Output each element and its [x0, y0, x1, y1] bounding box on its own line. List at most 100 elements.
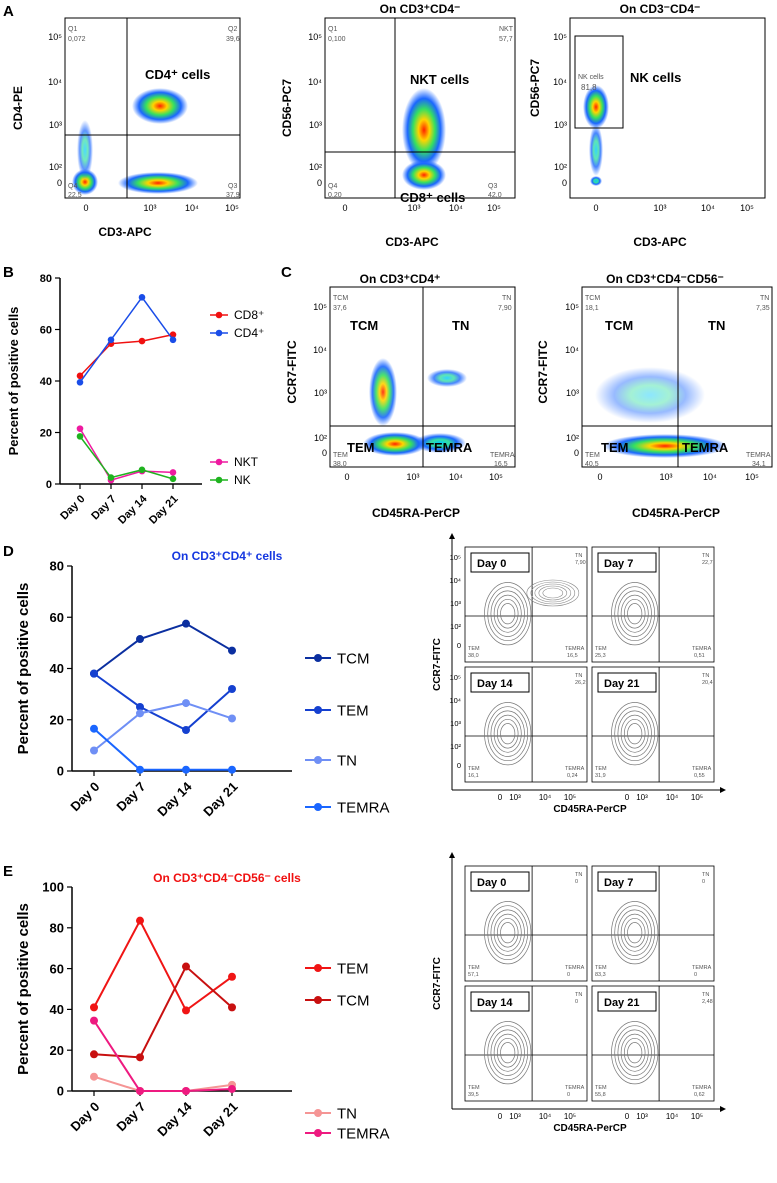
quad-name-bl: Q4: [328, 183, 337, 190]
data-point: [136, 709, 144, 718]
x-tick: 10⁴: [701, 203, 715, 213]
quad-value-tem: 55,8: [595, 1092, 606, 1098]
y-tick: 10²: [554, 162, 567, 172]
y-tick: 10⁴: [48, 77, 62, 87]
x-tick: 10⁵: [740, 203, 754, 213]
quad-name-tn: TN: [702, 673, 709, 679]
quad-value-temra: 0: [567, 1092, 570, 1098]
panel-a-plot-3: On CD3⁻CD4⁻ NK cells 81,8 NK cells 10⁵ 1…: [528, 2, 766, 249]
legend-label: CD8⁺: [234, 308, 264, 322]
panel-letter-b: B: [3, 264, 14, 281]
subset-label-tn: TN: [452, 318, 469, 333]
x-tick-label: 10⁵: [691, 793, 703, 802]
x-tick-label: 0: [625, 1112, 630, 1121]
day-label: Day 21: [604, 678, 639, 690]
contour-ring: [500, 922, 516, 944]
quad-name-br: Q3: [488, 183, 497, 190]
y-tick-label: 20: [50, 1043, 64, 1058]
y-tick: 10⁵: [308, 32, 322, 42]
x-tick-label: Day 0: [58, 493, 87, 522]
day-label-box: [597, 871, 657, 892]
line-chart-e: On CD3⁺CD4⁻CD56⁻ cells 0 20 40 60 80 100 Day 0 D…: [15, 871, 390, 1142]
y-tick: 10⁵: [553, 32, 567, 42]
day-label: Day 14: [477, 997, 513, 1009]
contour-ring: [611, 1021, 659, 1085]
series-line-tem: [93, 672, 233, 732]
x-tick-label: 10⁵: [564, 1112, 576, 1121]
day-label-box: [470, 672, 530, 693]
quad-value-tn: 0: [575, 879, 578, 885]
dot-cloud: [363, 358, 467, 456]
y-tick-label: 20: [40, 427, 52, 439]
quad-name-bl: TEM: [585, 452, 600, 459]
quad-value-tem: 38,0: [468, 653, 479, 659]
y-axis-label: Percent of positive cells: [15, 903, 32, 1075]
contour-ring: [484, 702, 532, 766]
quad-value-tem: 57,1: [468, 972, 479, 978]
legend-label: TEMRA: [337, 1125, 390, 1142]
series-line-cd8: [79, 333, 174, 377]
contour-ring: [484, 1021, 532, 1085]
quad-value-tn: 22,7: [702, 560, 713, 566]
x-tick: 10⁴: [185, 203, 199, 213]
legend-label: TEMRA: [337, 799, 390, 816]
data-point: [136, 916, 144, 925]
x-tick-label: Day 21: [200, 779, 240, 819]
quad-name-temra: TEMRA: [692, 766, 712, 772]
x-tick-label: 10³: [636, 1112, 648, 1121]
series-line-nk: [79, 435, 174, 480]
y-axis-label: CD56-PC7: [280, 79, 294, 137]
contour-ring: [496, 917, 519, 948]
chart-title: On CD3⁺CD4⁺ cells: [172, 549, 283, 563]
series-line-tn: [93, 702, 233, 752]
contour-ring: [526, 579, 580, 607]
series-line-tn: [93, 1075, 233, 1092]
quad-name-temra: TEMRA: [565, 766, 585, 772]
y-tick-label: 80: [50, 559, 64, 574]
data-point: [107, 474, 115, 481]
y-tick: 0: [317, 178, 322, 188]
y-axis-label: Percent of positive cells: [15, 583, 32, 755]
contour-ring: [500, 603, 516, 625]
series-line-cd4: [79, 296, 174, 383]
quad-name-tr: NKT: [499, 26, 514, 33]
quad-value-tn: 2,48: [702, 999, 713, 1005]
plot-title: On CD3⁻CD4⁻: [620, 2, 701, 16]
y-axis-label: CD56-PC7: [528, 59, 542, 117]
quad-value-bl: 40,5: [585, 461, 599, 468]
x-axis-label: CD45RA-PerCP: [372, 506, 460, 520]
y-tick: 10²: [314, 433, 327, 443]
y-tick-label: 10³: [450, 719, 461, 728]
y-tick: 10⁴: [313, 345, 327, 355]
y-axis-label: CCR7-FITC: [285, 340, 299, 404]
quad-value-tem: 83,3: [595, 972, 606, 978]
y-tick: 10⁵: [313, 302, 327, 312]
data-point: [90, 1003, 98, 1012]
y-tick-label: 10⁵: [450, 553, 461, 562]
data-point: [182, 1087, 190, 1095]
x-tick-label: Day 14: [116, 492, 150, 526]
legend-label: CD4⁺: [234, 326, 264, 340]
contour-ring: [496, 718, 519, 749]
population-label: NKT cells: [410, 72, 469, 87]
y-tick-label: 0: [46, 479, 52, 491]
x-tick-label: 10³: [509, 1112, 521, 1121]
contour-ring: [623, 917, 646, 948]
contour-ring: [627, 922, 643, 944]
contour-ring: [487, 706, 529, 762]
x-tick-label: Day 0: [67, 779, 102, 814]
data-point: [169, 336, 177, 344]
contour-ring: [487, 905, 529, 961]
quad-value-tl: 37,6: [333, 305, 347, 312]
x-ticks: 0 10³ 10⁴ 10⁵: [342, 203, 501, 213]
data-point: [182, 726, 190, 734]
y-tick: 10⁴: [565, 345, 579, 355]
contour-ring: [614, 1025, 656, 1081]
x-axis-label: CD45RA-PerCP: [553, 1123, 627, 1134]
x-axis-label: CD3-APC: [98, 225, 152, 239]
y-tick: 10³: [49, 120, 62, 130]
quad-value-bl: 0,20: [328, 192, 342, 199]
legend-marker: [314, 756, 322, 764]
contour-ring: [627, 723, 643, 745]
